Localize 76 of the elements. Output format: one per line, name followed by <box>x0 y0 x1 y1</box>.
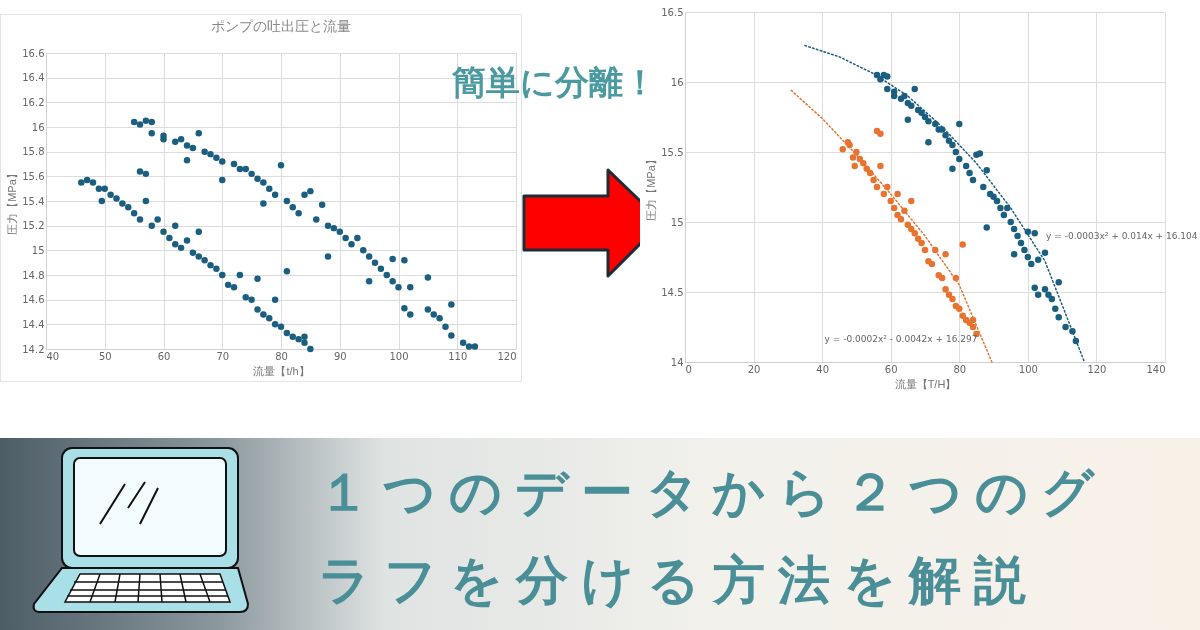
line-series <box>790 89 993 363</box>
point <box>877 130 884 138</box>
text: １つのデータから２つのグラフを分ける方法を解説 <box>318 461 1108 612</box>
point <box>877 162 884 170</box>
annotation: y = -0.0003x² + 0.014x + 16.104 <box>1046 231 1198 241</box>
x-tick-label: 80 <box>275 350 288 362</box>
point <box>911 229 918 237</box>
point <box>894 190 901 198</box>
y-tick-label: 14.8 <box>22 269 45 281</box>
point <box>918 239 925 247</box>
point <box>908 197 915 205</box>
x-tick-label: 70 <box>216 350 230 362</box>
point <box>897 215 905 223</box>
x-tick-label: 120 <box>497 350 517 362</box>
point <box>945 291 953 299</box>
y-tick-label: 15.2 <box>22 220 45 232</box>
point <box>914 235 922 243</box>
y-tick-label: 16.6 <box>22 47 45 59</box>
y-tick-label: 16.2 <box>22 96 45 108</box>
point <box>870 176 877 184</box>
x-tick-label: 0 <box>685 363 692 375</box>
x-tick-label: 60 <box>157 350 171 362</box>
y-axis-title: 圧力【MPa】 <box>645 154 658 221</box>
x-tick-label: 110 <box>448 350 468 362</box>
x-tick-label: 120 <box>1087 363 1107 375</box>
point <box>928 260 936 268</box>
x-tick-label: 90 <box>333 350 347 362</box>
chart-title: ポンプの吐出圧と流量 <box>211 18 351 34</box>
point <box>890 204 898 212</box>
y-tick-label: 16.4 <box>22 72 45 84</box>
point <box>959 241 966 248</box>
point <box>956 305 963 313</box>
y-tick-label: 15.6 <box>22 170 45 182</box>
point <box>873 183 881 191</box>
x-tick-label: 100 <box>389 350 409 362</box>
point <box>959 312 966 320</box>
x-tick-label: 80 <box>953 363 967 375</box>
y-tick-label: 14.4 <box>22 318 45 330</box>
y-tick-label: 15 <box>670 216 684 228</box>
point <box>839 145 846 153</box>
y-tick-label: 14.5 <box>661 286 684 298</box>
point <box>942 250 949 258</box>
y-axis-title: 圧力【MPa】 <box>6 168 19 235</box>
point <box>942 285 949 293</box>
x-tick-label: 140 <box>1146 363 1166 375</box>
x-axis-title: 流量【t/h】 <box>253 364 310 377</box>
x-tick-label: 100 <box>1018 363 1038 375</box>
y-tick-label: 14.6 <box>22 294 45 306</box>
point <box>908 225 915 233</box>
y-tick-label: 16 <box>31 121 45 133</box>
point <box>887 197 894 205</box>
point <box>921 246 929 254</box>
annotation: y = -0.0002x² - 0.0042x + 16.297 <box>824 334 978 345</box>
point <box>851 162 858 170</box>
x-tick-label: 40 <box>46 350 60 362</box>
y-tick-label: 15.8 <box>22 146 45 158</box>
point <box>969 323 977 331</box>
y-tick-label: 14.2 <box>22 343 45 355</box>
y-tick-label: 15 <box>31 244 45 256</box>
y-tick-label: 14 <box>670 356 684 368</box>
point <box>853 148 860 156</box>
point <box>880 190 888 198</box>
point <box>938 274 946 282</box>
y-tick-label: 15.5 <box>661 146 684 158</box>
y-tick-label: 16 <box>670 76 684 88</box>
text: 簡単に分離！ <box>452 61 657 104</box>
x-axis-title: 流量【T/H】 <box>894 377 957 390</box>
x-tick-label: 20 <box>747 363 761 375</box>
point <box>949 295 956 303</box>
point <box>849 154 857 161</box>
x-tick-label: 50 <box>98 350 112 362</box>
x-tick-label: 40 <box>816 363 830 375</box>
y-tick-label: 16.5 <box>661 6 684 18</box>
x-tick-label: 60 <box>884 363 898 375</box>
point <box>894 211 901 219</box>
y-tick-label: 15.4 <box>22 195 45 207</box>
